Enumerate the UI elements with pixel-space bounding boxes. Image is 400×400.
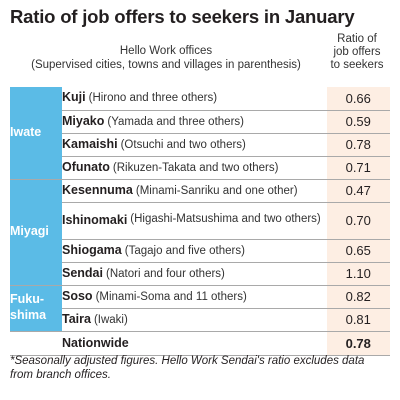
table-row: Miyagi Kesennuma (Minami-Sanriku and one … xyxy=(10,179,390,286)
table-row: Miyako (Yamada and three others) 0.59 xyxy=(10,110,390,134)
ratio-value: 0.81 xyxy=(325,308,390,332)
office-name: Taira xyxy=(62,311,91,326)
office-name: Ofunato xyxy=(62,159,110,174)
nationwide-row: Nationwide 0.78 xyxy=(10,331,390,356)
office-name: Ishinomaki xyxy=(62,213,128,227)
office-cell: Taira (Iwaki) xyxy=(62,308,326,332)
ratio-column-header: Ratio of job offers to seekers xyxy=(326,33,388,73)
office-cell: Kamaishi (Otsuchi and two others) xyxy=(62,133,326,157)
prefecture-label-iwate: Iwate xyxy=(10,87,62,180)
office-name: Sendai xyxy=(62,265,103,280)
nationwide-label: Nationwide xyxy=(62,335,129,350)
office-area: (Higashi-Matsushima and two others) xyxy=(130,213,321,225)
offices-header-line2: (Supervised cities, towns and villages i… xyxy=(31,59,301,72)
office-name: Shiogama xyxy=(62,242,122,257)
chart-title: Ratio of job offers to seekers in Januar… xyxy=(10,6,355,27)
office-cell: Kuji (Hirono and three others) xyxy=(62,87,326,111)
footnote: *Seasonally adjusted figures. Hello Work… xyxy=(10,355,365,381)
ratio-table: Iwate Kuji (Hirono and three others) 0.66… xyxy=(10,87,390,356)
table-row: Kamaishi (Otsuchi and two others) 0.78 xyxy=(10,133,390,157)
office-cell: Sendai (Natori and four others) xyxy=(62,262,326,286)
ratio-value: 1.10 xyxy=(325,262,390,286)
office-cell: Shiogama (Tagajo and five others) xyxy=(62,239,326,263)
office-cell: Nationwide xyxy=(62,331,326,356)
office-cell: Ishinomaki (Higashi-Matsushima and two ot… xyxy=(62,202,326,240)
office-name: Soso xyxy=(62,288,93,303)
office-cell: Miyako (Yamada and three others) xyxy=(62,110,326,134)
office-cell: Soso (Minami-Soma and 11 others) xyxy=(62,285,326,309)
table-row: Sendai (Natori and four others) 1.10 xyxy=(10,262,390,286)
table-row: Iwate Kuji (Hirono and three others) 0.66 xyxy=(10,87,390,180)
table-row: Ofunato (Rikuzen-Takata and two others) 0… xyxy=(10,156,390,180)
ratio-value: 0.66 xyxy=(325,87,390,111)
ratio-header-line1: Ratio of xyxy=(337,33,377,45)
ratio-header-line3: to seekers xyxy=(330,59,384,72)
office-area: (Minami-Sanriku and one other) xyxy=(135,184,298,197)
office-area: (Rikuzen-Takata and two others) xyxy=(112,161,279,174)
offices-header-line1: Hello Work offices xyxy=(119,45,213,57)
office-name: Miyako xyxy=(62,113,105,128)
office-area: (Hirono and three others) xyxy=(88,92,218,105)
office-area: (Iwaki) xyxy=(93,313,128,326)
ratio-value: 0.82 xyxy=(325,285,390,309)
table-row: Shiogama (Tagajo and five others) 0.65 xyxy=(10,239,390,263)
ratio-value: 0.47 xyxy=(325,179,390,203)
office-area: (Tagajo and five others) xyxy=(124,244,245,257)
nationwide-value: 0.78 xyxy=(325,331,390,356)
office-area: (Otsuchi and two others) xyxy=(120,138,246,151)
prefecture-label-miyagi: Miyagi xyxy=(10,179,62,286)
ratio-header-line2: job offers xyxy=(333,46,381,59)
office-name: Kamaishi xyxy=(62,136,118,151)
prefecture-label-fukushima: Fuku-shima xyxy=(10,285,62,332)
office-name: Kesennuma xyxy=(62,182,133,197)
table-row: Ishinomaki (Higashi-Matsushima and two ot… xyxy=(10,202,390,240)
offices-column-header: Hello Work offices (Supervised cities, t… xyxy=(10,44,322,73)
office-name: Kuji xyxy=(62,90,86,105)
table-row: Taira (Iwaki) 0.81 xyxy=(10,308,390,332)
ratio-value: 0.71 xyxy=(325,156,390,180)
office-area: (Minami-Soma and 11 others) xyxy=(95,290,247,303)
table-row: Fuku-shima Soso (Minami-Soma and 11 other… xyxy=(10,285,390,332)
office-cell: Ofunato (Rikuzen-Takata and two others) xyxy=(62,156,326,180)
ratio-value: 0.70 xyxy=(325,202,390,240)
blank-cell xyxy=(10,331,62,356)
ratio-value: 0.65 xyxy=(325,239,390,263)
office-area: (Yamada and three others) xyxy=(107,115,244,128)
ratio-value: 0.59 xyxy=(325,110,390,134)
office-cell: Kesennuma (Minami-Sanriku and one other) xyxy=(62,179,326,203)
ratio-value: 0.78 xyxy=(325,133,390,157)
office-area: (Natori and four others) xyxy=(106,267,225,280)
